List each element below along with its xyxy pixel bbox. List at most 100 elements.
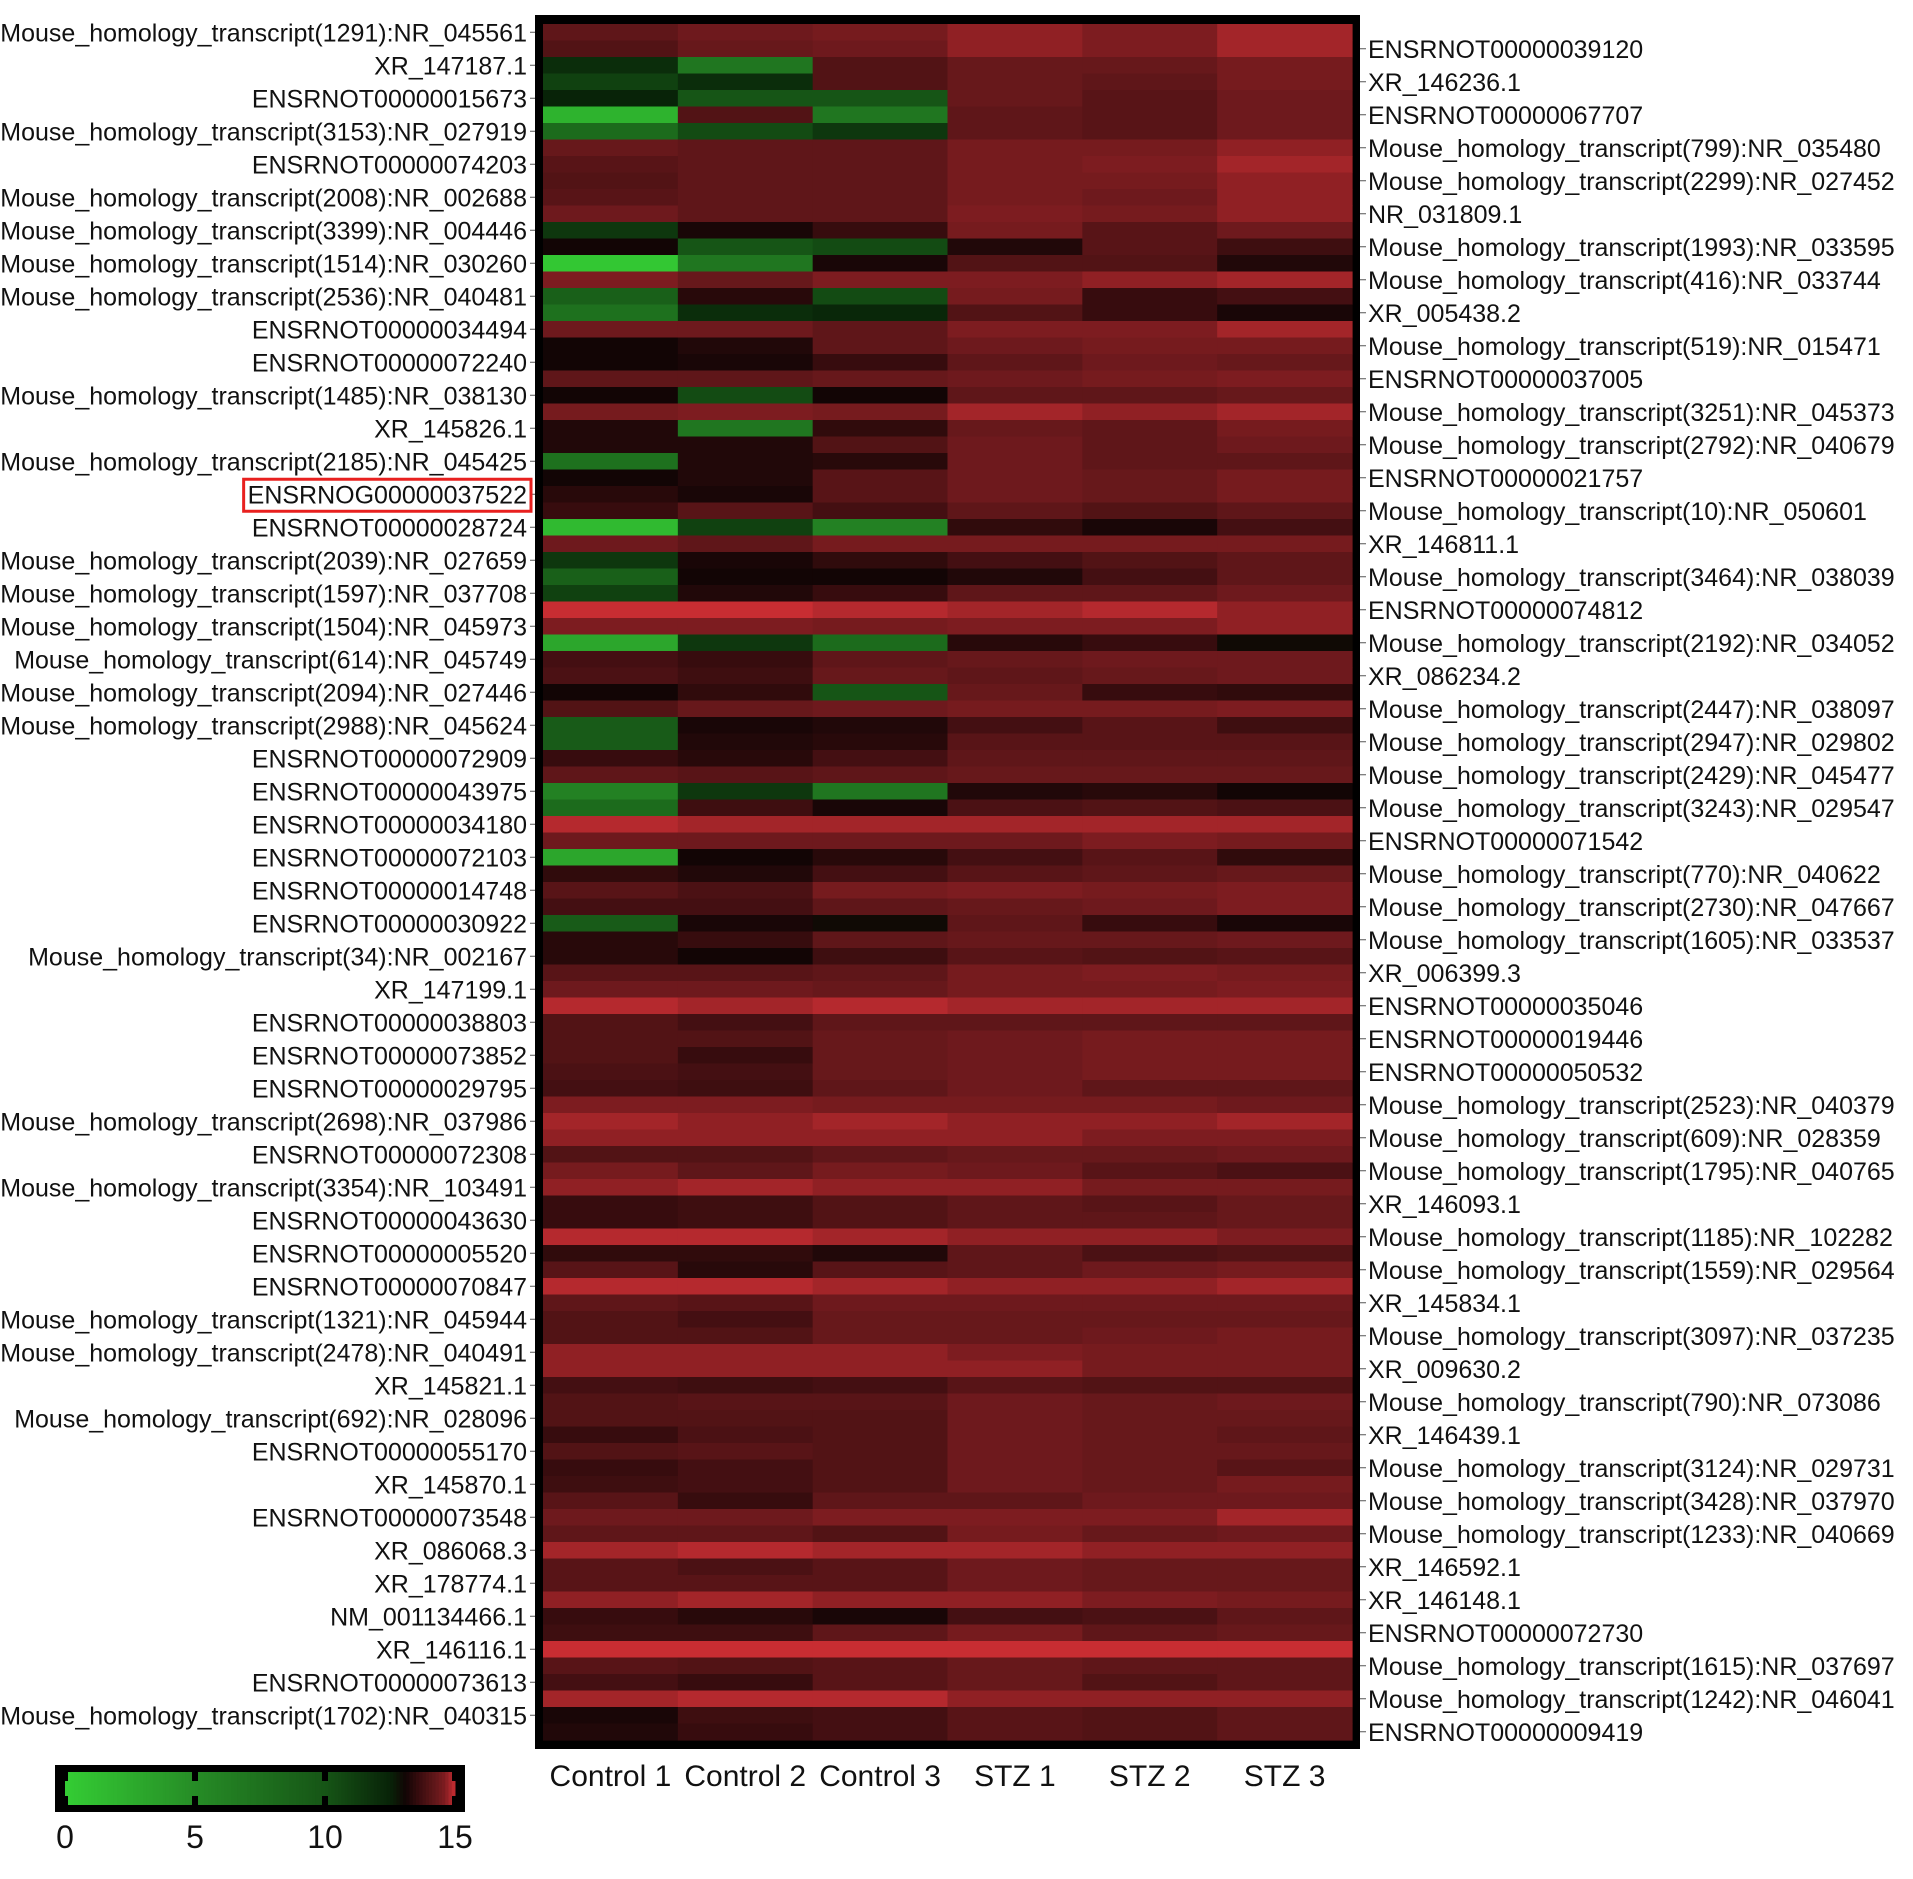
heatmap-cell bbox=[543, 90, 679, 108]
heatmap-cell bbox=[812, 73, 949, 91]
heatmap-cell bbox=[677, 1476, 814, 1494]
heatmap-cell bbox=[1082, 1393, 1218, 1411]
heatmap-cell bbox=[1082, 172, 1218, 190]
heatmap-cell bbox=[1082, 57, 1218, 75]
heatmap-cell bbox=[812, 882, 949, 900]
heatmap-cell bbox=[947, 453, 1083, 471]
row-label: XR_086234.2 bbox=[1368, 663, 1521, 691]
heatmap-cell bbox=[543, 1146, 679, 1164]
heatmap-cell bbox=[812, 1641, 949, 1659]
heatmap-cell bbox=[1217, 981, 1353, 999]
colorbar-segment bbox=[104, 1772, 108, 1805]
heatmap-cell bbox=[947, 271, 1083, 289]
row-label: Mouse_homology_transcript(416):NR_033744 bbox=[1368, 267, 1881, 295]
heatmap-cell bbox=[812, 453, 949, 471]
heatmap-cell bbox=[812, 469, 949, 487]
row-labels-right: ENSRNOT00000039120 XR_146236.1 ENSRNOT0000… bbox=[1358, 36, 1895, 1747]
heatmap-cell bbox=[677, 337, 814, 355]
colorbar-segment bbox=[159, 1772, 163, 1805]
row-label: XR_006399.3 bbox=[1368, 960, 1521, 988]
heatmap-cell bbox=[1082, 750, 1218, 768]
colorbar-segment bbox=[347, 1772, 352, 1805]
colorbar-segment bbox=[117, 1772, 121, 1805]
heatmap-cell bbox=[947, 304, 1083, 322]
heatmap-cell bbox=[677, 1080, 814, 1098]
row-label: ENSRNOT00000072308 bbox=[252, 1141, 527, 1169]
heatmap-cell bbox=[543, 882, 679, 900]
row-label: Mouse_homology_transcript(3251):NR_04537… bbox=[1368, 399, 1895, 427]
heatmap-cell bbox=[947, 40, 1083, 58]
heatmap-cell bbox=[1217, 420, 1353, 438]
colorbar-tick bbox=[452, 1772, 458, 1781]
heatmap-cell bbox=[1217, 238, 1353, 256]
heatmap-cell bbox=[677, 1344, 814, 1362]
heatmap-cell bbox=[677, 156, 814, 174]
heatmap-cell bbox=[947, 651, 1083, 669]
row-label: Mouse_homology_transcript(519):NR_015471 bbox=[1368, 333, 1881, 361]
heatmap-cell bbox=[677, 816, 814, 834]
heatmap-cell bbox=[812, 1443, 949, 1461]
heatmap-cell bbox=[543, 733, 679, 751]
colorbar-segment bbox=[247, 1772, 251, 1805]
heatmap-cell bbox=[947, 238, 1083, 256]
row-label: ENSRNOT00000034180 bbox=[252, 811, 527, 839]
heatmap-cell bbox=[677, 1327, 814, 1345]
colorbar-segment bbox=[224, 1772, 228, 1805]
heatmap-cell bbox=[677, 1113, 814, 1131]
heatmap-cell bbox=[1082, 915, 1218, 933]
heatmap-cell bbox=[812, 1492, 949, 1510]
heatmap-cell bbox=[1082, 1476, 1218, 1494]
heatmap-cell bbox=[677, 123, 814, 141]
colorbar-segment bbox=[429, 1772, 433, 1805]
heatmap-cell bbox=[543, 1311, 679, 1329]
heatmap-cell bbox=[947, 1410, 1083, 1428]
colorbar-segment bbox=[286, 1772, 290, 1805]
heatmap-cell bbox=[1082, 684, 1218, 702]
heatmap-cell bbox=[1217, 387, 1353, 405]
heatmap-cell bbox=[947, 1113, 1083, 1131]
heatmap-cell bbox=[677, 57, 814, 75]
heatmap-cell bbox=[677, 1492, 814, 1510]
row-label: XR_146093.1 bbox=[1368, 1191, 1521, 1219]
heatmap-cell bbox=[812, 651, 949, 669]
colorbar-segment bbox=[234, 1772, 238, 1805]
heatmap-cell bbox=[947, 321, 1083, 339]
heatmap-cell bbox=[543, 387, 679, 405]
heatmap-cell bbox=[543, 898, 679, 916]
heatmap-cell bbox=[812, 717, 949, 735]
heatmap-cell bbox=[1082, 139, 1218, 157]
heatmap-cell bbox=[543, 1608, 679, 1626]
heatmap-cell bbox=[543, 436, 679, 454]
heatmap-cell bbox=[1082, 304, 1218, 322]
row-label: Mouse_homology_transcript(1242):NR_04604… bbox=[1368, 1686, 1895, 1714]
heatmap-cell bbox=[677, 1410, 814, 1428]
heatmap-cell bbox=[1082, 24, 1218, 42]
heatmap-cell bbox=[812, 1608, 949, 1626]
colorbar-segment bbox=[422, 1772, 427, 1805]
heatmap-cell bbox=[947, 469, 1083, 487]
heatmap-cell bbox=[677, 1657, 814, 1675]
colorbar-tick-label: 0 bbox=[56, 1819, 74, 1855]
heatmap-cell bbox=[947, 931, 1083, 949]
colorbar-segment bbox=[435, 1772, 440, 1805]
heatmap-cell bbox=[677, 304, 814, 322]
heatmap-cell bbox=[543, 222, 679, 240]
row-label: Mouse_homology_transcript(1185):NR_10228… bbox=[1368, 1224, 1893, 1252]
heatmap-cell bbox=[947, 684, 1083, 702]
heatmap-cell bbox=[812, 255, 949, 273]
heatmap-cell bbox=[1082, 90, 1218, 108]
colorbar-segment bbox=[91, 1772, 95, 1805]
heatmap-cell bbox=[947, 535, 1083, 553]
colorbar-segment bbox=[409, 1772, 414, 1805]
heatmap-cell bbox=[812, 700, 949, 718]
heatmap-cell bbox=[1217, 552, 1353, 570]
heatmap-cell bbox=[677, 634, 814, 652]
heatmap-cell bbox=[543, 1063, 679, 1081]
heatmap-cell bbox=[543, 172, 679, 190]
heatmap-cell bbox=[1217, 1690, 1353, 1708]
heatmap-cell bbox=[677, 766, 814, 784]
heatmap-cell bbox=[543, 1294, 679, 1312]
row-label: Mouse_homology_transcript(1702):NR_04031… bbox=[0, 1702, 527, 1730]
colorbar-segment bbox=[227, 1772, 232, 1805]
heatmap-cell bbox=[1082, 1641, 1218, 1659]
